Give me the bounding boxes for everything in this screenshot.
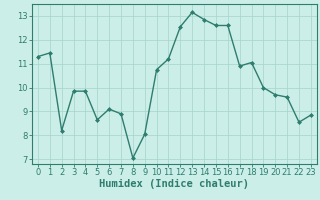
X-axis label: Humidex (Indice chaleur): Humidex (Indice chaleur) (100, 179, 249, 189)
